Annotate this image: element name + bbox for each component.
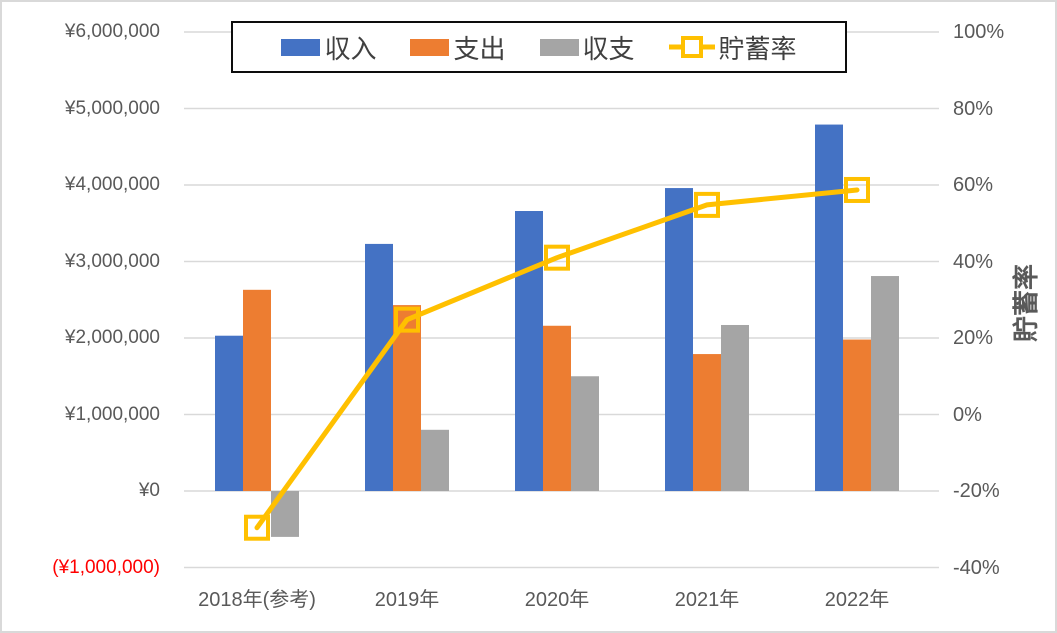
line-savings-rate xyxy=(254,187,860,531)
legend-line-marker-savings-rate xyxy=(668,36,715,58)
left-axis-tick-label: (¥1,000,000) xyxy=(52,556,160,578)
marker-savings-rate-2019 xyxy=(394,306,420,333)
right-axis-title: 貯蓄率 xyxy=(1011,264,1041,343)
left-axis-tick-label: ¥0 xyxy=(138,480,160,501)
bar-expenses-2022 xyxy=(843,339,871,491)
left-axis-tick-label: ¥6,000,000 xyxy=(64,21,160,42)
bar-balance-2022 xyxy=(871,276,899,491)
legend-label-balance: 収支 xyxy=(582,33,635,64)
legend-label-savings-rate: 貯蓄率 xyxy=(718,33,797,64)
bar-balance-2018 xyxy=(271,491,299,537)
legend: 収入 支出 収支 貯蓄率 xyxy=(231,21,847,73)
left-axis-tick-label: ¥1,000,000 xyxy=(64,403,160,425)
right-axis-tick-label: 60% xyxy=(953,174,994,196)
legend-swatch-income xyxy=(281,38,321,56)
legend-item-balance: 収支 xyxy=(539,29,635,66)
marker-savings-rate-2021 xyxy=(694,191,720,218)
legend-item-savings-rate: 貯蓄率 xyxy=(668,29,797,66)
legend-label-income: 収入 xyxy=(324,33,377,64)
left-axis-tick-label: ¥2,000,000 xyxy=(64,327,160,348)
marker-savings-rate-2018 xyxy=(244,514,270,541)
x-axis-category-label: 2022年 xyxy=(824,589,890,611)
legend-label-expenses: 支出 xyxy=(453,33,506,64)
right-axis-tick-label: -40% xyxy=(953,556,1000,579)
legend-swatch-expenses xyxy=(410,38,450,56)
bar-expenses-2021 xyxy=(693,354,721,491)
marker-savings-rate-2020 xyxy=(544,244,570,271)
right-axis-tick-label: 40% xyxy=(953,250,994,273)
legend-item-expenses: 支出 xyxy=(410,29,506,66)
left-axis-tick-label: ¥3,000,000 xyxy=(64,250,160,272)
right-axis-tick-label: 100% xyxy=(953,21,1005,43)
legend-swatch-balance xyxy=(539,38,579,56)
bar-balance-2020 xyxy=(571,376,599,491)
right-axis-tick-label: 0% xyxy=(953,403,982,426)
right-axis-tick-label: -20% xyxy=(953,480,1000,502)
bar-income-2018 xyxy=(215,335,243,491)
bar-income-2022 xyxy=(815,124,843,491)
x-axis-category-label: 2018年(参考) xyxy=(198,589,316,611)
bar-expenses-2018 xyxy=(243,289,271,491)
x-axis-category-label: 2021年 xyxy=(674,589,740,611)
bar-income-2019 xyxy=(365,243,393,491)
bar-income-2021 xyxy=(665,188,693,491)
right-axis-tick-label: 20% xyxy=(953,327,994,349)
left-axis-tick-label: ¥4,000,000 xyxy=(64,174,160,195)
legend-item-income: 収入 xyxy=(281,29,376,66)
bar-balance-2019 xyxy=(421,429,449,491)
right-axis-tick-label: 80% xyxy=(953,97,994,120)
bar-income-2020 xyxy=(515,211,543,491)
marker-savings-rate-2022 xyxy=(844,176,870,203)
x-axis-category-label: 2019年 xyxy=(374,589,440,611)
x-axis-category-label: 2020年 xyxy=(524,589,590,611)
bar-balance-2021 xyxy=(721,324,749,491)
bar-expenses-2020 xyxy=(543,325,571,491)
left-axis-tick-label: ¥5,000,000 xyxy=(64,97,160,119)
